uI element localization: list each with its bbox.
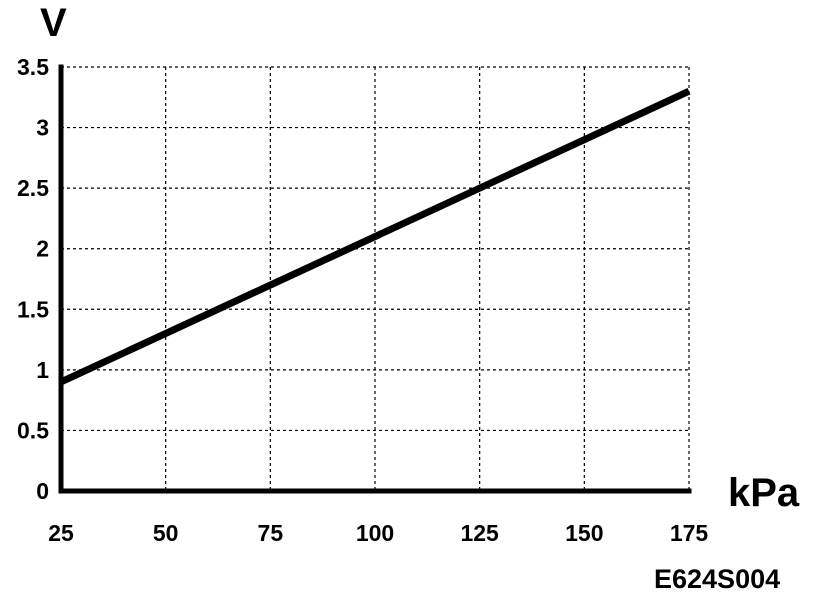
y-tick-label-0: 0 — [36, 478, 49, 504]
x-tick-label-3: 100 — [356, 520, 394, 546]
x-axis-label: kPa — [728, 471, 800, 515]
y-tick-label-1: 0.5 — [17, 417, 49, 443]
y-tick-label-5: 2.5 — [17, 175, 49, 201]
x-tick-label-0: 25 — [48, 520, 74, 546]
y-tick-labels: 0 0.5 1 1.5 2 2.5 3 3.5 — [17, 54, 49, 504]
grid — [60, 66, 690, 492]
y-tick-label-4: 2 — [36, 236, 49, 262]
series-line-0 — [59, 88, 691, 386]
y-axis-label: V — [40, 1, 67, 45]
figure-code-label: E624S004 — [654, 564, 780, 594]
x-tick-label-2: 75 — [258, 520, 284, 546]
x-tick-labels: 25 50 75 100 125 150 175 — [48, 520, 708, 546]
y-tick-label-3: 1.5 — [17, 296, 49, 322]
y-tick-label-7: 3.5 — [17, 54, 49, 80]
x-tick-label-6: 175 — [670, 520, 709, 546]
x-tick-label-4: 125 — [460, 520, 499, 546]
x-tick-label-5: 150 — [565, 520, 603, 546]
y-tick-label-2: 1 — [36, 357, 49, 383]
x-tick-label-1: 50 — [153, 520, 179, 546]
y-tick-label-6: 3 — [36, 115, 49, 141]
series-group — [59, 88, 691, 386]
